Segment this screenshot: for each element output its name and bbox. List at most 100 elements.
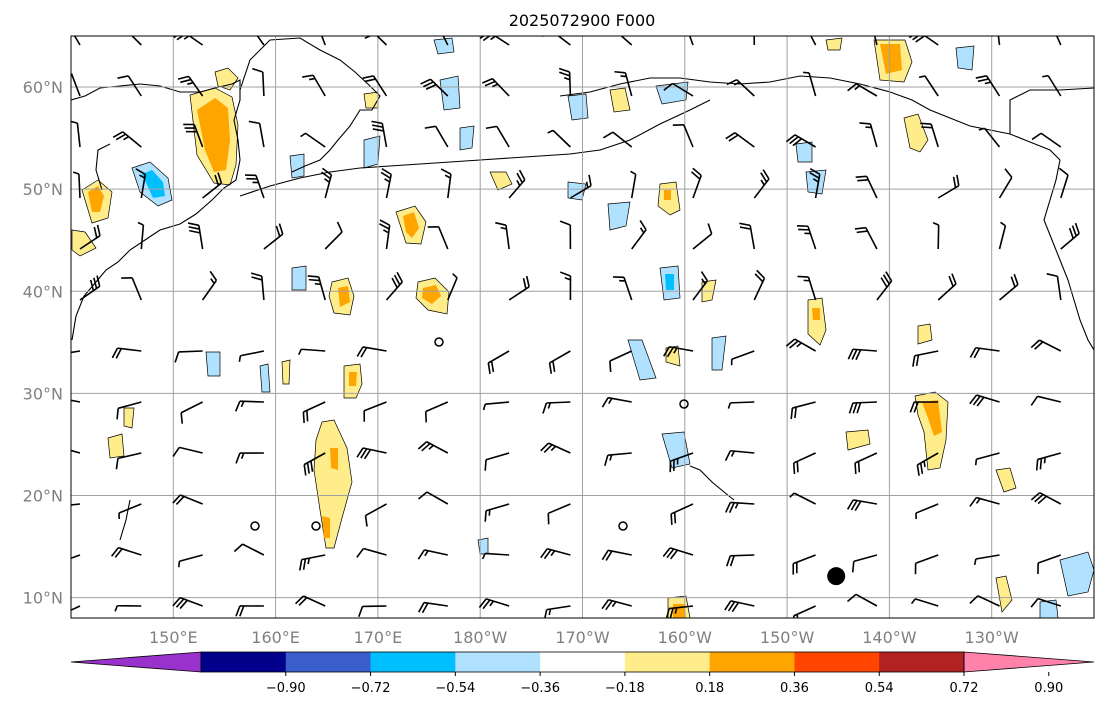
wind-barb xyxy=(294,595,326,607)
wind-barb xyxy=(427,226,449,250)
wind-barb xyxy=(662,547,694,560)
wind-barb xyxy=(362,36,388,46)
positive-anomaly xyxy=(313,419,353,549)
colorbar-segment xyxy=(879,652,965,672)
wind-barb xyxy=(851,554,878,573)
wind-barb xyxy=(630,170,637,199)
wind-barb xyxy=(417,441,449,454)
wind-barb xyxy=(79,275,101,301)
lon-label: 160°W xyxy=(658,628,713,647)
wind-barb xyxy=(792,452,816,474)
wind-barb xyxy=(873,36,878,46)
longitude-labels: 150°E 160°E 170°E 180°W 170°W 160°W 150°W 140°W… xyxy=(149,628,1019,647)
wind-barb xyxy=(663,345,694,358)
colorbar-extend-high xyxy=(963,651,1095,673)
negative-anomaly-core xyxy=(142,170,165,198)
calm-circle xyxy=(618,521,628,531)
positive-anomaly xyxy=(903,113,929,153)
wind-barb xyxy=(724,600,755,613)
wind-barb xyxy=(177,75,204,97)
positive-anomaly xyxy=(363,91,379,109)
wind-barb xyxy=(1058,167,1069,199)
positive-anomaly xyxy=(214,67,239,91)
wind-barb xyxy=(71,449,81,454)
colorbar-tick-label: −0.90 xyxy=(266,681,306,696)
negative-anomaly xyxy=(655,81,689,105)
wind-barb xyxy=(1060,222,1080,250)
wind-barb xyxy=(137,221,145,250)
wind-barb xyxy=(71,554,81,560)
wind-barb xyxy=(111,347,142,359)
colorbar-segment xyxy=(624,652,711,672)
negative-anomaly xyxy=(477,537,489,555)
wind-barb xyxy=(1030,339,1062,352)
wind-barb xyxy=(724,449,755,461)
wind-barb xyxy=(131,36,142,46)
latitude-labels: 10°N 20°N 30°N 40°N 50°N 60°N xyxy=(23,78,63,608)
wind-barb xyxy=(303,452,326,476)
wind-barb xyxy=(725,132,755,148)
wind-barb xyxy=(320,36,326,46)
positive-anomaly xyxy=(107,433,125,459)
negative-anomaly xyxy=(1039,599,1059,618)
wind-barb xyxy=(969,394,1000,407)
wind-barb xyxy=(998,221,1007,250)
wind-barb xyxy=(998,168,1013,199)
wind-barb xyxy=(358,605,387,618)
wind-barb xyxy=(71,350,81,354)
wind-barb xyxy=(362,75,388,97)
positive-anomaly xyxy=(609,87,631,113)
wind-barb xyxy=(356,547,387,558)
wind-barb xyxy=(440,168,452,199)
wind-barb xyxy=(117,75,142,97)
wind-barb xyxy=(730,350,755,366)
positive-anomaly xyxy=(845,429,871,451)
wind-barb xyxy=(974,452,1000,466)
negative-anomaly xyxy=(805,169,827,195)
positive-anomaly-core xyxy=(880,44,902,74)
positive-anomaly xyxy=(995,467,1017,493)
asia-coast xyxy=(71,79,241,341)
wind-barb xyxy=(541,36,571,46)
wind-barb xyxy=(380,167,392,199)
negative-anomaly xyxy=(567,93,589,121)
storm-center-marker xyxy=(827,567,846,586)
wind-barbs xyxy=(71,36,1080,618)
graticule xyxy=(71,36,1094,618)
wind-barb xyxy=(324,221,343,250)
wind-barb xyxy=(975,75,1001,97)
wind-barb xyxy=(998,273,1019,301)
wind-barb xyxy=(252,67,265,97)
colorbar: −0.90 −0.72 −0.54 −0.36 −0.18 0.18 0.36 0.54 0.7… xyxy=(70,651,1095,696)
positive-anomaly-core xyxy=(197,98,230,172)
negative-anomaly xyxy=(711,335,727,371)
colorbar-tick-label: 0.36 xyxy=(780,681,809,696)
calm-circle xyxy=(250,521,260,531)
wind-barb xyxy=(135,168,147,199)
negative-anomaly xyxy=(459,125,475,151)
wind-barb xyxy=(1030,395,1061,406)
canada-inland xyxy=(1009,87,1094,134)
wind-barb xyxy=(424,401,449,423)
positive-anomaly-core xyxy=(322,516,330,538)
wind-barb xyxy=(71,605,81,611)
wind-barb xyxy=(969,496,1000,507)
lon-label: 170°W xyxy=(555,628,610,647)
lat-label: 10°N xyxy=(23,589,63,608)
wind-barb xyxy=(299,554,326,571)
wind-barb xyxy=(601,598,632,611)
wind-barb xyxy=(121,276,143,301)
wind-barb xyxy=(790,401,816,420)
positive-anomaly-core xyxy=(403,212,419,238)
lon-label: 140°W xyxy=(862,628,917,647)
wind-barb xyxy=(238,350,265,362)
positive-anomaly xyxy=(489,171,513,191)
colorbar-segment xyxy=(455,652,541,672)
positive-anomaly xyxy=(914,391,949,471)
wind-barb xyxy=(118,503,142,519)
lat-label: 40°N xyxy=(23,282,63,301)
colorbar-segment xyxy=(709,652,795,672)
anomaly-shading xyxy=(71,37,1094,618)
wind-barb xyxy=(1035,452,1062,471)
wind-barb xyxy=(298,348,326,356)
